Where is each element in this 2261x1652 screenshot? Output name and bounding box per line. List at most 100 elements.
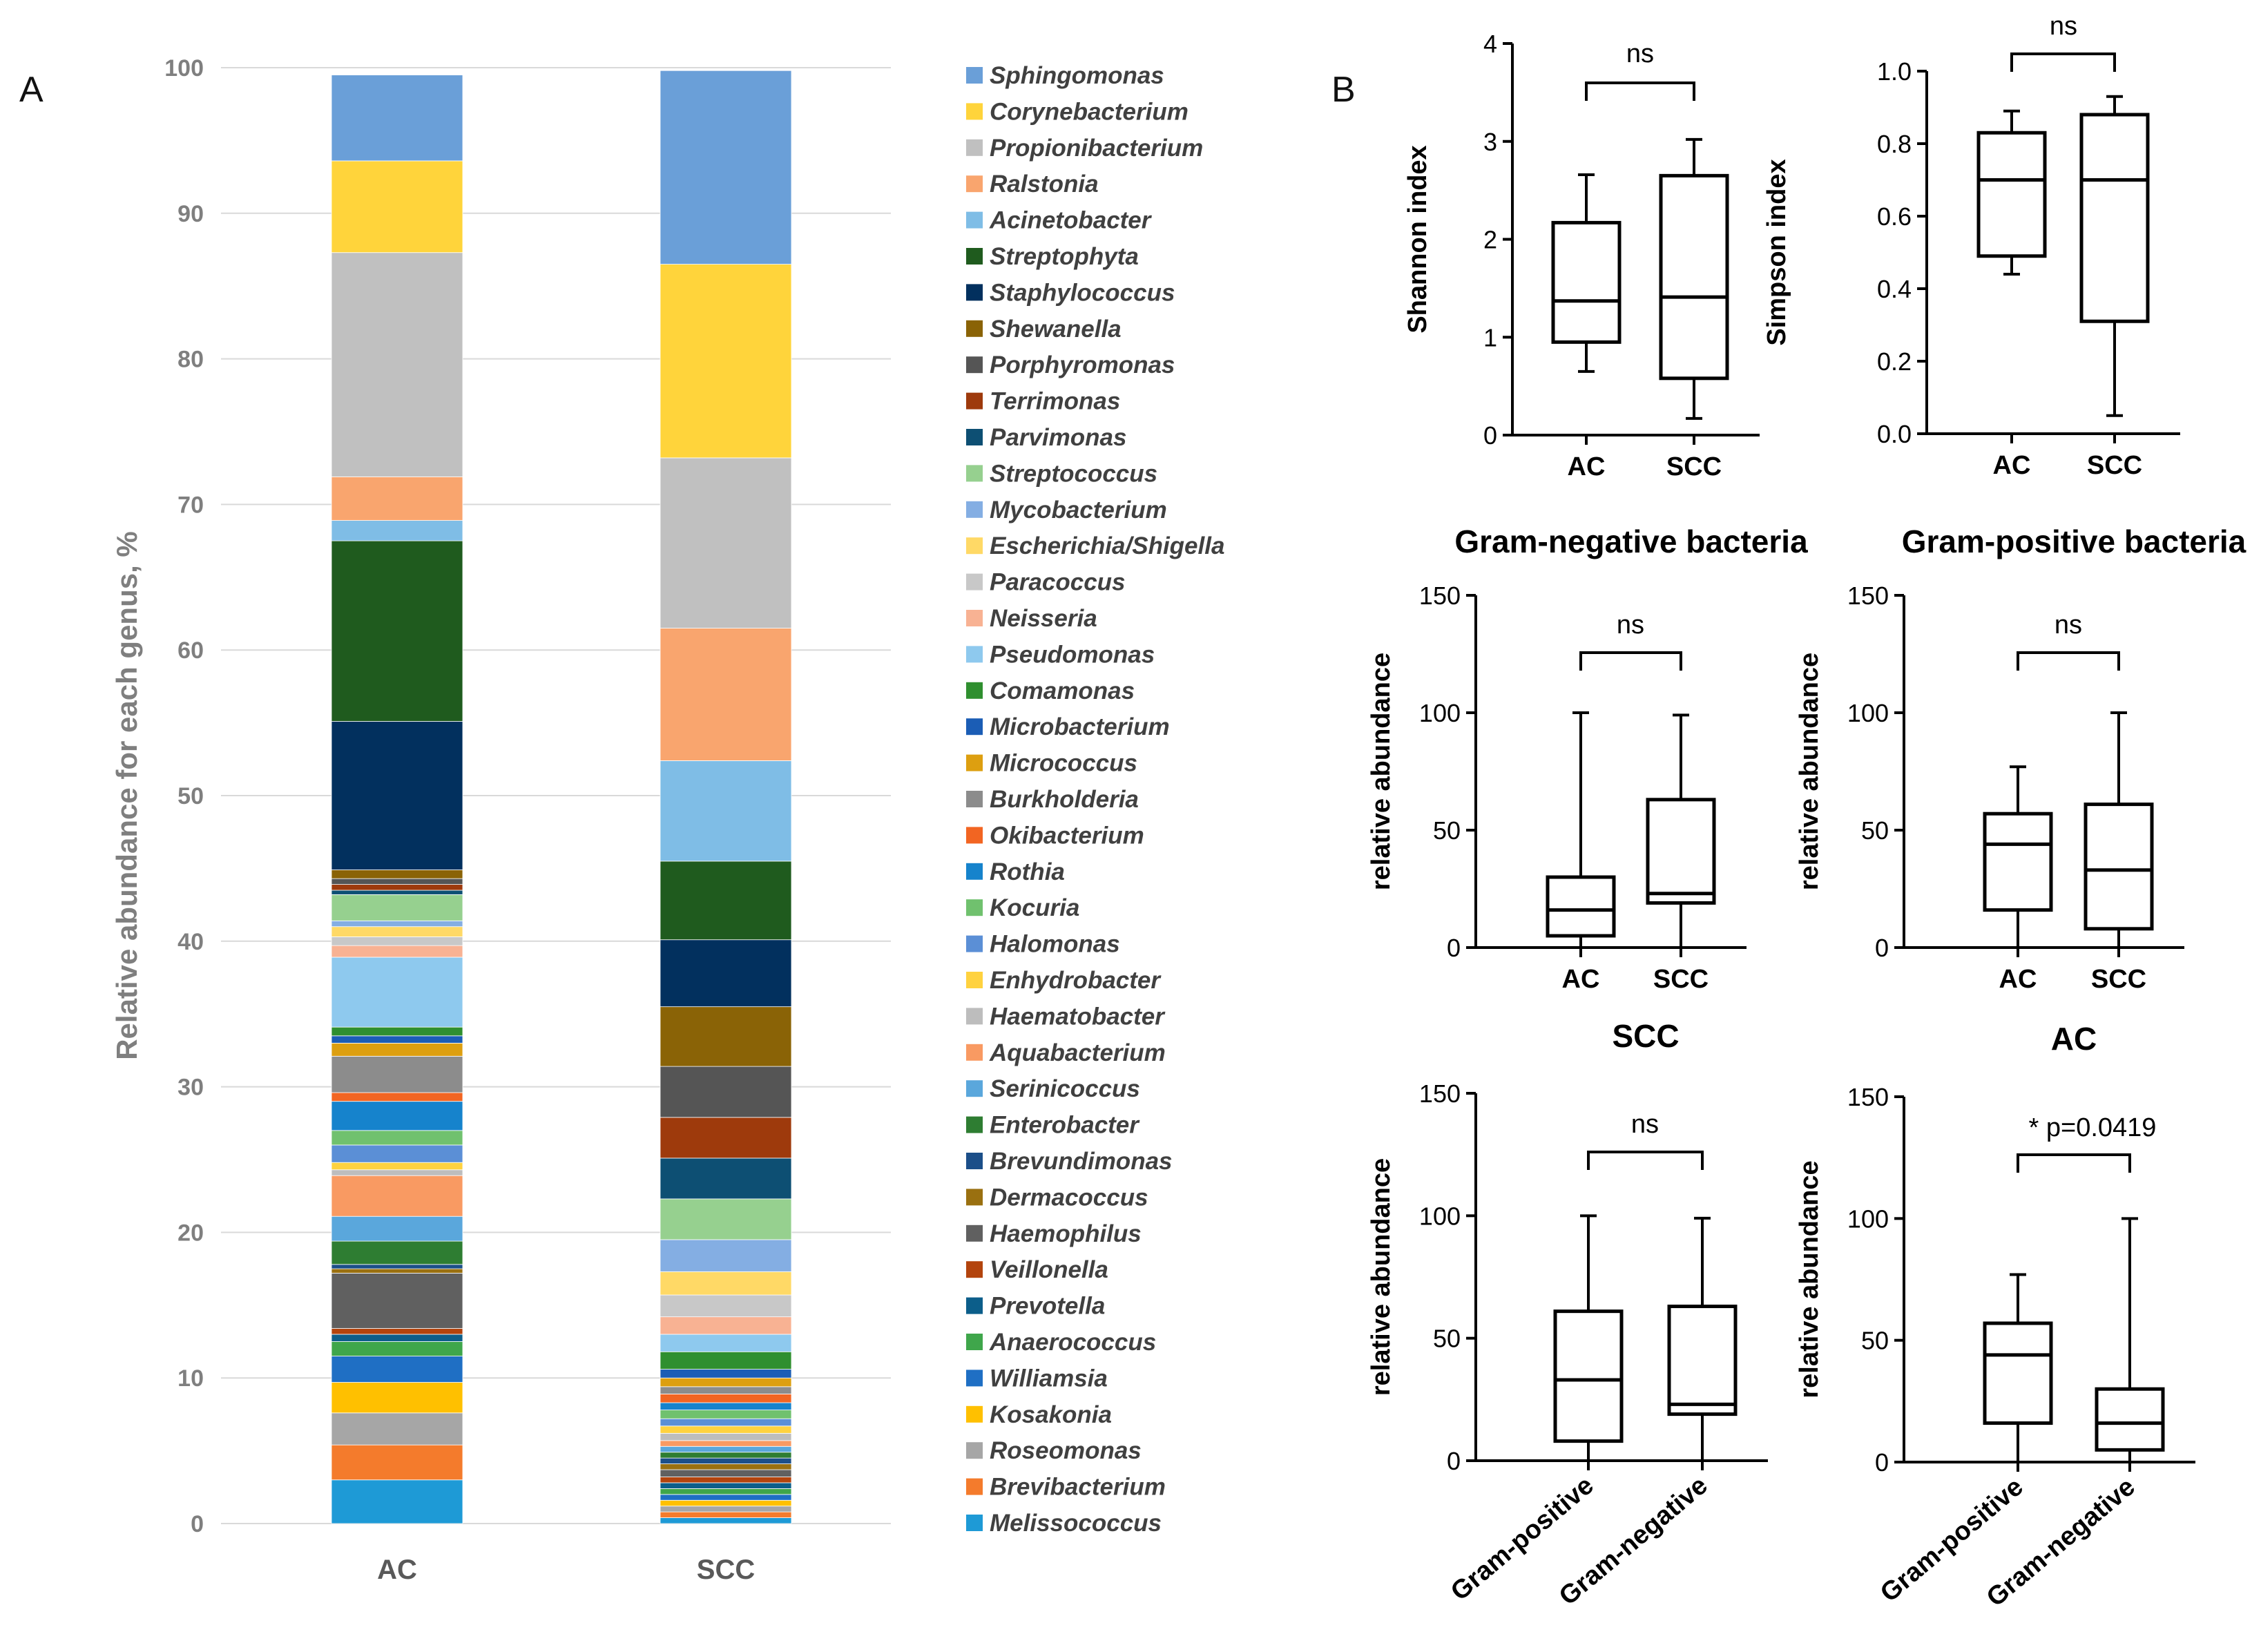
- legend-label: Okibacterium: [990, 822, 1144, 849]
- bar-segment-ac-veillonella: [331, 1328, 463, 1335]
- bar-segment-scc-acinetobacter: [660, 760, 792, 862]
- legend-label: Escherichia/Shigella: [990, 532, 1224, 559]
- significance-label: ns: [2050, 12, 2077, 41]
- box-ac: [1551, 173, 1622, 373]
- legend-label: Veillonella: [990, 1256, 1108, 1283]
- y-tick-label: 1.0: [1877, 57, 1912, 86]
- subplot-title: AC: [2051, 1021, 2097, 1057]
- y-tick-label: 0: [1447, 1447, 1461, 1475]
- legend-swatch: [966, 1297, 983, 1314]
- bar-segment-ac-roseomonas: [331, 1412, 463, 1446]
- bar-segment-scc-streptophyta: [660, 861, 792, 941]
- y-axis-title: relative abundance: [1795, 653, 1824, 890]
- legend-swatch: [966, 1224, 983, 1242]
- bar-segment-ac-neisseria: [331, 945, 463, 958]
- bar-segment-scc-escherichia-shigella: [660, 1271, 792, 1296]
- significance-bracket: [1585, 81, 1695, 101]
- y-axis-title: relative abundance: [1795, 1160, 1824, 1398]
- bar-segment-ac-paracoccus: [331, 937, 463, 946]
- y-axis-title: Relative abundance for each genus, %: [110, 531, 143, 1060]
- legend-swatch: [966, 248, 983, 265]
- y-tick-label: 80: [177, 347, 204, 373]
- y-tick-label: 0: [191, 1511, 204, 1537]
- bar-segment-ac-porphyromonas: [331, 878, 463, 885]
- box-ac: [1983, 765, 2053, 949]
- y-tick-label: 0: [1875, 934, 1889, 962]
- y-axis-title: Simpson index: [1762, 159, 1791, 345]
- legend-label: Anaerococcus: [989, 1329, 1156, 1356]
- bar-segment-scc-shewanella: [660, 1006, 792, 1067]
- legend-swatch: [966, 1442, 983, 1459]
- bar-segment-ac-ralstonia: [331, 476, 463, 521]
- legend-label: Pseudomonas: [990, 641, 1155, 668]
- x-category-label: AC: [377, 1555, 417, 1585]
- legend-swatch: [966, 1515, 983, 1531]
- legend-swatch: [966, 1080, 983, 1097]
- bar-segment-scc-propionibacterium: [660, 457, 792, 628]
- legend-swatch: [966, 1261, 983, 1278]
- y-tick-label: 0: [1875, 1448, 1889, 1477]
- bar-segment-scc-halomonas: [660, 1418, 792, 1427]
- legend-label: Ralstonia: [990, 171, 1099, 198]
- y-tick-label: 0.6: [1877, 202, 1912, 231]
- legend-swatch: [966, 392, 983, 410]
- bar-segment-ac-mycobacterium: [331, 920, 463, 928]
- legend-swatch: [966, 429, 983, 445]
- legend-label: Parvimonas: [990, 424, 1126, 451]
- bar-segment-ac-haematobacter: [331, 1169, 463, 1176]
- legend-swatch: [966, 754, 983, 771]
- y-tick-label: 4: [1483, 30, 1497, 58]
- y-tick-label: 100: [1419, 1202, 1461, 1230]
- bar-segment-scc-serinicoccus: [660, 1446, 792, 1453]
- bar-segment-ac-pseudomonas: [331, 957, 463, 1028]
- bar-segment-scc-sphingomonas: [660, 70, 792, 265]
- legend-label: Streptococcus: [990, 460, 1157, 487]
- y-tick-label: 150: [1419, 1079, 1461, 1108]
- y-axis-title: relative abundance: [1367, 1158, 1396, 1396]
- y-tick-label: 10: [177, 1365, 204, 1392]
- y-tick-label: 40: [177, 929, 204, 955]
- bar-segment-scc-microbacterium: [660, 1369, 792, 1379]
- bar-segment-scc-williamsia: [660, 1494, 792, 1501]
- y-tick-label: 50: [1861, 816, 1889, 845]
- bar-segment-ac-comamonas: [331, 1026, 463, 1037]
- x-category-label: SCC: [2087, 451, 2142, 480]
- y-tick-label: 0.8: [1877, 130, 1912, 158]
- legend-swatch: [966, 1478, 983, 1495]
- bar-segment-scc-micrococcus: [660, 1377, 792, 1387]
- panel-label-a: A: [19, 70, 44, 110]
- y-tick-label: 0.2: [1877, 347, 1912, 376]
- y-tick-label: 30: [177, 1075, 204, 1101]
- box-gram-negative: [2095, 1217, 2165, 1463]
- significance-bracket: [1587, 1151, 1704, 1170]
- box-ac: [1976, 109, 2047, 276]
- bar-segment-scc-comamonas: [660, 1351, 792, 1370]
- box-iqr: [1983, 811, 2053, 912]
- legend-label: Mycobacterium: [990, 497, 1167, 524]
- legend-swatch: [966, 1189, 983, 1206]
- legend-swatch: [966, 67, 983, 84]
- bar-segment-ac-brevundimonas: [331, 1264, 463, 1269]
- x-category-label: SCC: [697, 1555, 755, 1585]
- y-tick-label: 100: [1847, 1204, 1889, 1233]
- bar-segment-ac-okibacterium: [331, 1092, 463, 1102]
- box-gram-negative: [1667, 1216, 1738, 1462]
- y-axis-title: Shannon index: [1403, 145, 1432, 333]
- y-tick-label: 50: [177, 783, 204, 809]
- x-category-label: AC: [1999, 965, 2037, 994]
- bar-segment-scc-brevundimonas: [660, 1457, 792, 1464]
- y-tick-label: 50: [1433, 1325, 1461, 1353]
- legend-label: Rothia: [990, 858, 1065, 885]
- legend-label: Kosakonia: [990, 1401, 1112, 1428]
- significance-label: ns: [1617, 611, 1644, 640]
- legend-label: Serinicoccus: [990, 1075, 1140, 1102]
- bar-segment-ac-streptococcus: [331, 894, 463, 921]
- box-iqr: [1667, 1305, 1738, 1416]
- bar-segment-ac-escherichia-shigella: [331, 926, 463, 937]
- bar-segment-scc-kocuria: [660, 1410, 792, 1419]
- legend-label: Halomonas: [990, 931, 1120, 958]
- y-tick-label: 0: [1483, 421, 1497, 450]
- legend-label: Paracoccus: [990, 569, 1126, 596]
- bar-segment-ac-shewanella: [331, 870, 463, 879]
